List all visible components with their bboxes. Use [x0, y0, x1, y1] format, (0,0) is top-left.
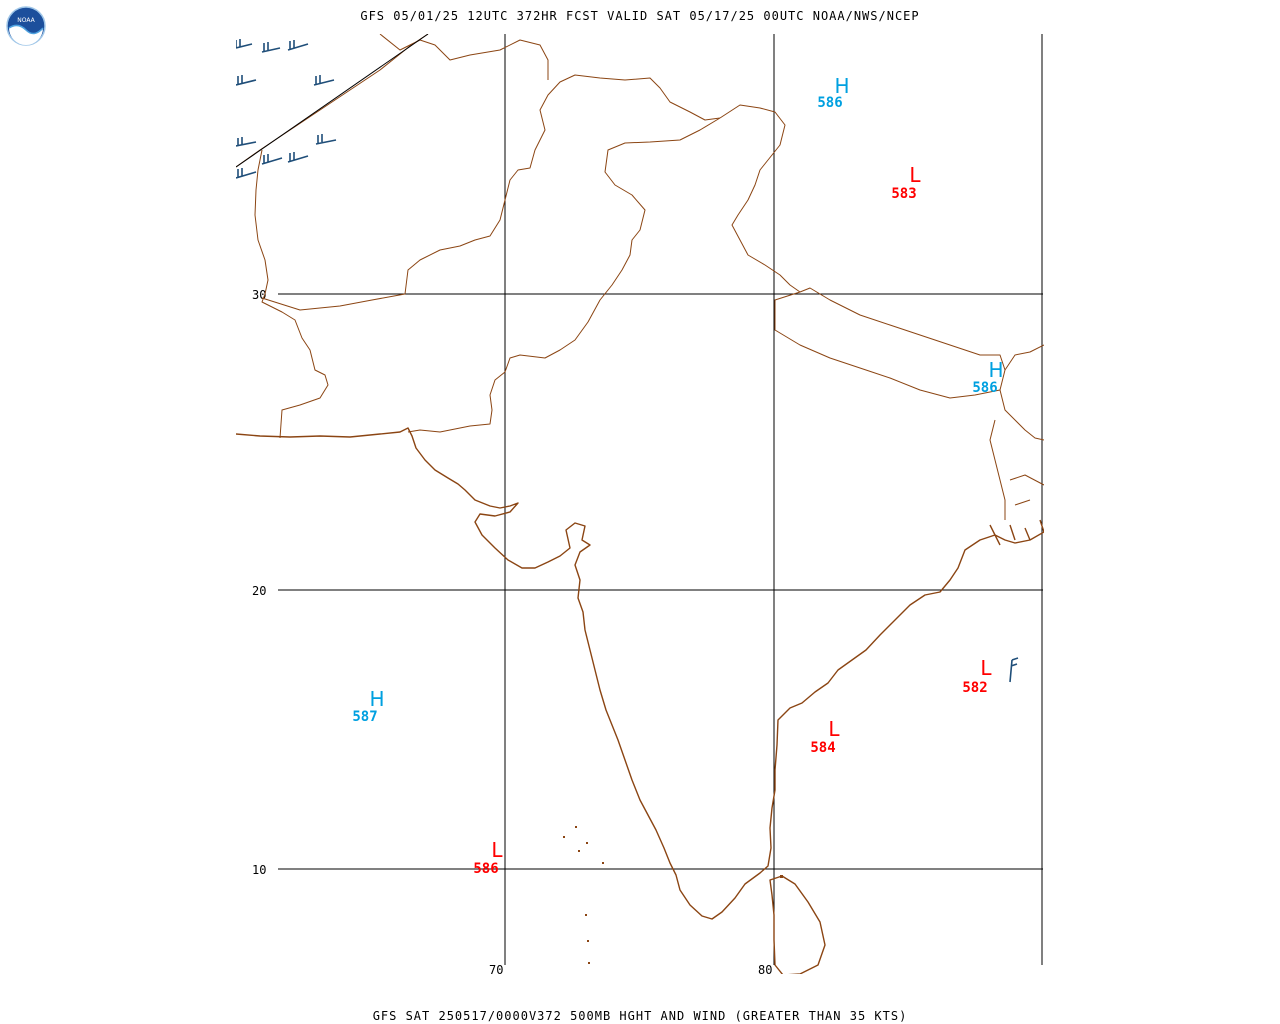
ganges-delta — [989, 519, 1044, 546]
tajik-border — [379, 34, 549, 80]
wind-barb-icon — [236, 39, 253, 49]
height-value-label: 582 — [962, 680, 987, 696]
graticule — [278, 34, 1043, 965]
high-center-marker: H — [834, 74, 849, 98]
india-west-coast — [236, 427, 1044, 920]
india-pakistan-border — [407, 117, 721, 433]
high-center-marker: H — [988, 358, 1003, 382]
low-center-marker: L — [491, 838, 503, 862]
height-value-label: 583 — [891, 186, 916, 202]
height-value-label: 586 — [817, 95, 842, 111]
height-value-label: 587 — [352, 709, 377, 725]
wind-barbs — [236, 39, 1019, 683]
lon-label-70: 70 — [489, 963, 503, 977]
logo-text: NOAA — [17, 17, 35, 24]
lat-label-10: 10 — [252, 863, 266, 877]
bhutan-bangladesh-border — [989, 344, 1044, 520]
wind-barb-icon — [287, 152, 309, 163]
india-china-border — [719, 104, 801, 293]
sri-lanka-coast — [769, 875, 826, 974]
wind-barb-icon — [313, 75, 335, 86]
wind-barb-icon — [236, 75, 257, 86]
wind-barb-icon — [236, 168, 257, 179]
high-center-marker: H — [369, 687, 384, 711]
height-value-label: 586 — [972, 380, 997, 396]
height-value-label: 584 — [810, 740, 835, 756]
afghanistan-pakistan-border — [261, 74, 721, 311]
low-center-marker: L — [980, 656, 992, 680]
iran-pakistan-border — [254, 149, 329, 439]
noaa-logo: NOAA — [6, 6, 46, 46]
coastlines — [236, 427, 1044, 974]
islands — [563, 826, 783, 964]
low-center-marker: L — [828, 717, 840, 741]
wind-barb-icon — [261, 154, 283, 165]
low-center-marker: L — [909, 163, 921, 187]
wind-barb-icon — [261, 42, 281, 53]
wind-barb-icon — [236, 137, 257, 147]
wind-barb-icon — [287, 40, 309, 51]
map-title: GFS 05/01/25 12UTC 372HR FCST VALID SAT … — [360, 9, 920, 23]
nepal-border — [774, 287, 1006, 399]
height-value-label: 586 — [473, 861, 498, 877]
lon-label-80: 80 — [758, 963, 772, 977]
wind-barb-icon — [315, 134, 337, 145]
country-borders — [236, 34, 1044, 520]
jet-axis-line — [236, 34, 429, 168]
lat-label-20: 20 — [252, 584, 266, 598]
wind-barb-icon — [1009, 657, 1019, 683]
map-caption: GFS SAT 250517/0000V372 500MB HGHT AND W… — [372, 1009, 908, 1023]
